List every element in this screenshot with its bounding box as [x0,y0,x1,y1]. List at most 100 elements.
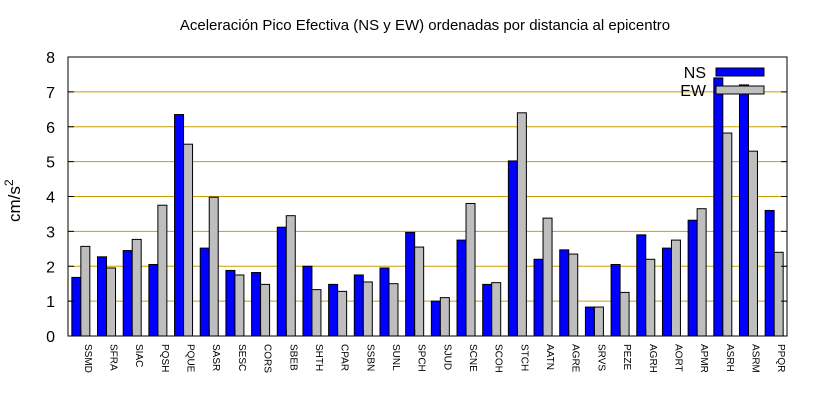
y-tick-label: 8 [46,50,55,67]
bar-ns-scoh [482,283,493,337]
bar-ns-pque [174,114,185,337]
x-tick-label: AGRH [647,344,658,373]
legend-label: NS [684,65,706,82]
y-tick-label: 0 [46,329,55,346]
y-ticks: 0 1 2 3 4 5 6 7 8 [46,50,787,346]
x-tick-label: PQUE [185,344,196,373]
x-tick-label: PQSH [159,344,170,372]
bar-ew-sfra [106,267,117,337]
x-tick-label: AGRE [570,344,581,373]
bar-ew-spch [414,246,425,337]
bar-ns-aort [661,247,672,337]
x-tick-label: STCH [518,344,529,371]
bar-ns-scne [456,239,467,337]
bar-ew-apmr [696,208,707,337]
bar-ew-asrm [747,150,758,337]
bar-ew-sbeb [285,215,296,337]
bar-ns-spch [405,231,416,337]
bar-ns-sjud [430,300,441,337]
bar-ns-asrh [713,77,724,337]
bar-ns-aatn [533,258,544,337]
legend-swatch-ns [715,67,765,77]
x-tick-label: SSBN [364,344,375,371]
x-tick-label: SASR [210,344,221,371]
x-tick-label: SCNE [467,344,478,372]
y-tick-label: 5 [46,155,55,172]
x-tick-label: AATN [544,344,555,370]
bar-ns-pqsh [148,264,159,337]
x-tick-label: SESC [236,344,247,371]
bar-ns-cpar [328,283,339,337]
bar-ew-scoh [491,282,502,337]
y-axis-label-exponent: 2 [2,179,16,186]
bar-ns-agrh [636,234,647,337]
y-tick-label: 4 [46,190,55,207]
x-tick-label: CPAR [339,344,350,371]
bar-ns-shth [302,265,313,337]
bar-ew-sjud [439,297,450,337]
y-axis-label: cm/s2 [2,179,24,222]
bar-ns-stch [507,160,518,337]
y-tick-label: 1 [46,294,55,311]
bar-ns-srvs [584,306,595,337]
x-tick-label: PPQR [775,344,786,372]
x-tick-label: PEZE [621,344,632,370]
x-tick-label: SJUD [441,344,452,370]
bar-ns-siac [122,250,133,337]
bar-ew-asrh [722,132,733,337]
bar-ew-ppqr [773,251,784,337]
bar-ew-scne [465,202,476,337]
y-tick-label: 3 [46,224,55,241]
bar-ew-agrh [645,258,656,337]
x-tick-label: ASRH [724,344,735,372]
bar-ew-stch [516,112,527,337]
legend-swatch-ew [715,85,765,95]
x-tick-label: ASRM [749,344,760,373]
bar-ew-cpar [337,290,348,337]
bar-ew-sasr [208,196,219,337]
x-tick-label: SBEB [287,344,298,371]
bar-ew-ssmd [80,245,91,337]
bar-ns-sasr [199,247,210,337]
x-ticks: SSMD SFRA SIAC PQSH PQUE SASR SESC CORS SBEB SHTH… [80,330,786,373]
bar-ew-aort [670,239,681,337]
bar-ns-sbeb [276,226,287,337]
x-tick-label: SUNL [390,344,401,371]
x-tick-label: CORS [262,344,273,373]
x-tick-label: SIAC [133,344,144,367]
bar-ns-sunl [379,267,390,337]
bar-ew-peze [619,291,630,337]
bar-ns-ppqr [764,209,775,337]
x-tick-label: AORT [672,344,683,372]
x-tick-label: SPCH [416,344,427,372]
bar-ew-cors [260,283,271,337]
bar-ns-ssbn [353,274,364,337]
y-tick-label: 2 [46,259,55,276]
bar-ew-pqsh [157,204,168,337]
bar-ew-agre [568,253,579,337]
chart-title: Aceleración Pico Efectiva (NS y EW) orde… [180,17,670,34]
bar-ew-srvs [593,306,604,337]
x-tick-label: SFRA [108,344,119,371]
y-axis-label-unit: cm/s [5,186,24,222]
y-tick-label: 7 [46,85,55,102]
bar-ew-siac [131,238,142,337]
bar-ns-cors [251,272,262,337]
bar-ew-sunl [388,283,399,337]
bar-ns-asrm [738,84,749,337]
bar-ns-agre [559,249,570,337]
x-tick-label: APMR [698,344,709,373]
bar-ew-aatn [542,217,553,337]
bar-ew-ssbn [362,281,373,337]
bar-ew-sesc [234,274,245,337]
bar-ns-ssmd [71,276,82,337]
x-tick-label: SRVS [595,344,606,371]
x-tick-label: SSMD [82,344,93,373]
legend-label: EW [680,83,707,100]
bar-ns-sesc [225,269,236,337]
bars [71,77,784,337]
bar-ns-apmr [687,219,698,337]
x-tick-label: SHTH [313,344,324,371]
